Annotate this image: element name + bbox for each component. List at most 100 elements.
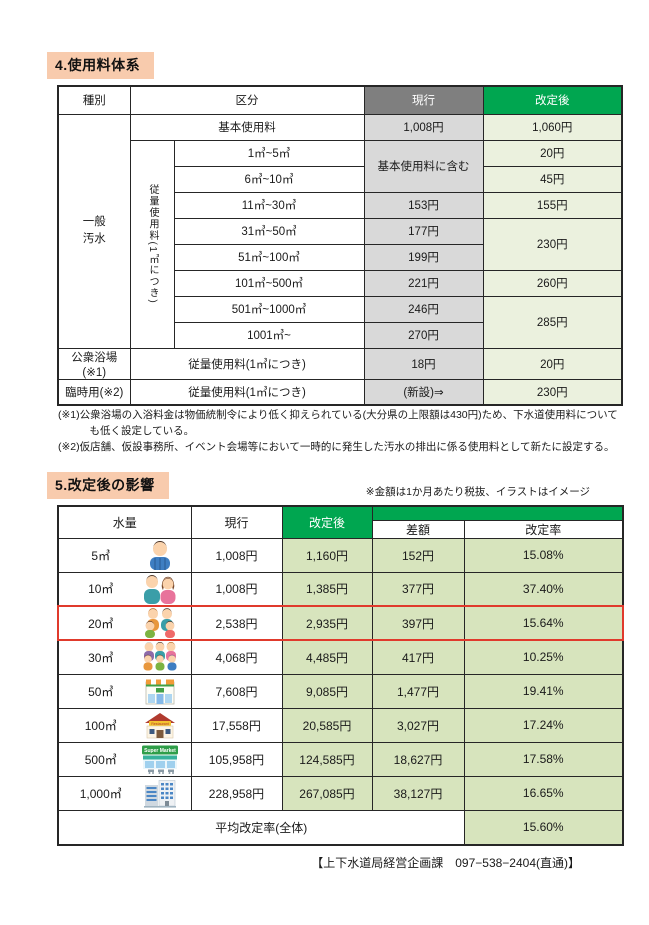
- range-row: 31㎥~50㎥ 177円 230円: [58, 217, 623, 271]
- current-cell: 1,008円: [190, 571, 283, 607]
- difference-cell: 397円: [371, 605, 465, 641]
- basic-fee-revised: 1,060円: [482, 113, 623, 141]
- table2-note: ※金額は1か月あたり税抜、イラストはイメージ: [365, 486, 590, 498]
- metered-fee-vertical-label: 従量使用料(1㎥につき): [129, 139, 175, 349]
- revised-cell: 1,160円: [281, 537, 373, 573]
- temporary-use-current: (新設)⇒: [363, 378, 484, 406]
- range-current: 270円: [363, 321, 484, 349]
- temporary-use-row: 臨時用(※2) 従量使用料(1㎥につき) (新設)⇒ 230円: [57, 378, 623, 406]
- range-revised: 230円: [482, 217, 623, 271]
- range-current: 177円: [363, 217, 484, 245]
- rate-cell: 15.08%: [463, 537, 624, 573]
- volume-cell: 5㎥: [57, 537, 192, 573]
- table-row-50m3: 50㎥: [57, 673, 624, 709]
- type-public-bath: 公衆浴場(※1): [57, 347, 131, 380]
- section4-title: 4.使用料体系: [47, 52, 155, 79]
- range-row: 6㎥~10㎥ 45円: [58, 165, 623, 193]
- basic-fee-label: 基本使用料: [129, 113, 365, 141]
- fee-structure-table: 種別 区分 現行 改定後 一般 汚水 基本使用料 1,008円 1,060円 従…: [57, 85, 623, 406]
- table-row-10m3: 10㎥ 1,008円 1,385円: [57, 571, 624, 607]
- revised-cell: 267,085円: [281, 775, 373, 811]
- range-label: 6㎥~10㎥: [173, 165, 365, 193]
- range-row: 11㎥~30㎥ 153円 155円: [58, 191, 623, 219]
- family-icon: [140, 608, 180, 638]
- office-buildings-icon: [140, 778, 180, 808]
- rate-cell: 16.65%: [463, 775, 624, 811]
- current-cell: 228,958円: [190, 775, 283, 811]
- range-current: 221円: [363, 269, 484, 297]
- type-temporary-use: 臨時用(※2): [57, 378, 131, 406]
- range-current: 基本使用料に含む: [363, 139, 484, 193]
- range-revised: 155円: [482, 191, 623, 219]
- basic-fee-row: 一般 汚水 基本使用料 1,008円 1,060円: [57, 113, 623, 349]
- difference-cell: 377円: [371, 571, 465, 607]
- range-current: 153円: [363, 191, 484, 219]
- restaurant-icon: Restaurant: [140, 710, 180, 740]
- revised-cell: 4,485円: [281, 639, 373, 675]
- range-label: 501㎥~1000㎥: [173, 295, 365, 323]
- current-cell: 7,608円: [190, 673, 283, 709]
- contact-footer: 【上下水道局経営企画課 097−538−2404(直通)】: [311, 856, 580, 870]
- difference-cell: 1,477円: [371, 673, 465, 709]
- range-label: 1㎥~5㎥: [173, 139, 365, 167]
- range-label: 11㎥~30㎥: [173, 191, 365, 219]
- rate-cell: 10.25%: [463, 639, 624, 675]
- table-row-1000m3: 1,000㎥: [57, 775, 624, 811]
- header-revised: 改定後: [482, 85, 623, 115]
- footnotes: (※1)公衆浴場の入浴料金は物価統制令により低く抑えられている(大分県の上限額は…: [58, 408, 624, 455]
- range-revised: 260円: [482, 269, 623, 297]
- volume-cell: 20㎥: [57, 605, 192, 641]
- convenience-store-icon: [140, 676, 180, 706]
- table1-header-row: 種別 区分 現行 改定後: [57, 85, 623, 115]
- current-cell: 17,558円: [190, 707, 283, 743]
- public-bath-label: 従量使用料(1㎥につき): [129, 347, 365, 380]
- table-row-500m3: 500㎥ Super Market: [57, 741, 624, 777]
- rate-cell: 37.40%: [463, 571, 624, 607]
- rate-cell: 17.24%: [463, 707, 624, 743]
- range-row: 501㎥~1000㎥ 246円 285円: [58, 295, 623, 349]
- volume-cell: 10㎥: [57, 571, 192, 607]
- difference-cell: 38,127円: [371, 775, 465, 811]
- header-type: 種別: [57, 85, 131, 115]
- temporary-use-label: 従量使用料(1㎥につき): [129, 378, 365, 406]
- volume-cell: 500㎥ Super Market: [57, 741, 192, 777]
- temporary-use-revised: 230円: [482, 378, 623, 406]
- impact-table: 水量 現行 改定後 差額 改定率 5㎥: [57, 505, 624, 846]
- revised-cell: 9,085円: [281, 673, 373, 709]
- table-row-5m3: 5㎥ 1,008円 1,160円 152円: [57, 537, 624, 573]
- difference-cell: 417円: [371, 639, 465, 675]
- revised-cell: 20,585円: [281, 707, 373, 743]
- header-current: 現行: [190, 505, 283, 539]
- range-label: 51㎥~100㎥: [173, 243, 365, 271]
- difference-cell: 152円: [371, 537, 465, 573]
- single-person-icon: [140, 540, 180, 570]
- revised-cell: 1,385円: [281, 571, 373, 607]
- supermarket-icon: Super Market: [140, 744, 180, 774]
- table-row-30m3: 30㎥: [57, 639, 624, 675]
- header-current: 現行: [363, 85, 484, 115]
- range-row: 101㎥~500㎥ 221円 260円: [58, 269, 623, 297]
- average-rate-row: 平均改定率(全体) 15.60%: [57, 809, 624, 846]
- basic-fee-current: 1,008円: [363, 113, 484, 141]
- table-row-20m3-highlighted: 20㎥: [57, 605, 624, 641]
- difference-cell: 18,627円: [371, 741, 465, 777]
- current-cell: 1,008円: [190, 537, 283, 573]
- svg-text:Restaurant: Restaurant: [151, 722, 169, 726]
- header-difference: 差額: [371, 519, 465, 539]
- difference-cell: 3,027円: [371, 707, 465, 743]
- range-current: 246円: [363, 295, 484, 323]
- public-bath-revised: 20円: [482, 347, 623, 380]
- range-row: 51㎥~100㎥ 199円: [58, 243, 622, 271]
- volume-cell: 50㎥: [57, 673, 192, 709]
- range-label: 101㎥~500㎥: [173, 269, 365, 297]
- extended-family-icon: [140, 642, 180, 672]
- current-cell: 105,958円: [190, 741, 283, 777]
- range-current: 199円: [363, 243, 484, 271]
- range-label: 1001㎥~: [173, 321, 365, 349]
- rate-cell: 15.64%: [463, 605, 624, 641]
- public-bath-row: 公衆浴場(※1) 従量使用料(1㎥につき) 18円 20円: [57, 347, 623, 380]
- volume-cell: 30㎥: [57, 639, 192, 675]
- header-volume: 水量: [57, 505, 192, 539]
- current-cell: 2,538円: [190, 605, 283, 641]
- range-row: 従量使用料(1㎥につき) 1㎥~5㎥ 基本使用料に含む 20円: [58, 139, 623, 349]
